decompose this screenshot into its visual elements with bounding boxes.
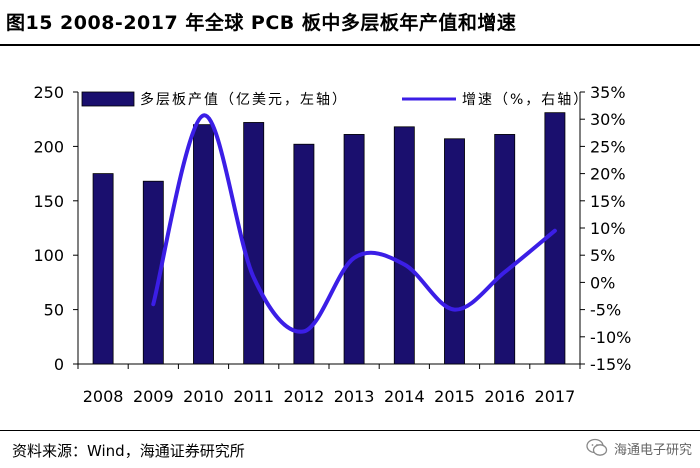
x-tick-label: 2013 bbox=[334, 387, 375, 406]
bar-2015 bbox=[444, 138, 465, 365]
right-tick-label: -5% bbox=[590, 301, 621, 320]
chart-area: 0 50 100 150 200 250 -15% -10% -5% 0% 5% 10% 15% 20% 2… bbox=[0, 48, 700, 430]
x-tick-label: 2017 bbox=[535, 387, 576, 406]
right-tick-label: 10% bbox=[590, 219, 626, 238]
bar-2012 bbox=[293, 143, 315, 365]
x-tick-label: 2010 bbox=[183, 387, 224, 406]
x-tick-label: 2011 bbox=[233, 387, 274, 406]
bar-2016 bbox=[494, 134, 516, 365]
legend-bar-label: 多层板产值（亿美元，左轴） bbox=[140, 91, 348, 108]
left-tick-label: 200 bbox=[33, 137, 64, 156]
x-tick-label: 2012 bbox=[284, 387, 325, 406]
right-tick-label: 30% bbox=[590, 110, 626, 129]
x-tick-label: 2014 bbox=[384, 387, 425, 406]
figure-title: 图15 2008-2017 年全球 PCB 板中多层板年产值和增速 bbox=[6, 12, 517, 34]
source-note: 资料来源：Wind，海通证券研究所 bbox=[12, 442, 245, 460]
bar-2011 bbox=[243, 122, 265, 365]
x-tick-label: 2009 bbox=[133, 387, 174, 406]
bar-2009 bbox=[142, 180, 164, 365]
wechat-icon bbox=[586, 438, 608, 456]
watermark-text: 海通电子研究 bbox=[613, 442, 692, 458]
bar-2013 bbox=[343, 134, 365, 365]
left-tick-label: 100 bbox=[33, 246, 64, 265]
legend-line-label: 增速（%，右轴） bbox=[462, 92, 589, 108]
left-tick-label: 0 bbox=[54, 355, 64, 374]
x-tick-label: 2015 bbox=[434, 387, 475, 406]
bar-2010 bbox=[193, 124, 214, 365]
left-tick-label: 50 bbox=[44, 301, 64, 320]
right-tick-label: -15% bbox=[590, 355, 631, 374]
left-tick-label: 150 bbox=[33, 192, 64, 211]
right-tick-label: 15% bbox=[590, 192, 626, 211]
watermark: 海通电子研究 bbox=[586, 436, 692, 460]
chart-svg: 0 50 100 150 200 250 -15% -10% -5% 0% 5% 10% 15% 20% 2… bbox=[33, 83, 631, 406]
source-divider bbox=[0, 430, 700, 431]
title-divider bbox=[0, 44, 700, 46]
x-tick-label: 2016 bbox=[484, 387, 525, 406]
legend-bar-swatch bbox=[81, 91, 135, 107]
left-tick-label: 250 bbox=[33, 83, 64, 102]
right-tick-label: 20% bbox=[590, 165, 626, 184]
right-tick-label: 35% bbox=[590, 83, 626, 102]
x-tick-label: 2008 bbox=[83, 387, 124, 406]
right-tick-label: 5% bbox=[590, 246, 615, 265]
right-tick-label: -10% bbox=[590, 328, 631, 347]
figure-title-bar: 图15 2008-2017 年全球 PCB 板中多层板年产值和增速 bbox=[0, 0, 700, 44]
right-tick-label: 25% bbox=[590, 137, 626, 156]
bar-2008 bbox=[92, 173, 114, 365]
right-tick-label: 0% bbox=[590, 273, 615, 292]
bar-2014 bbox=[393, 126, 415, 365]
